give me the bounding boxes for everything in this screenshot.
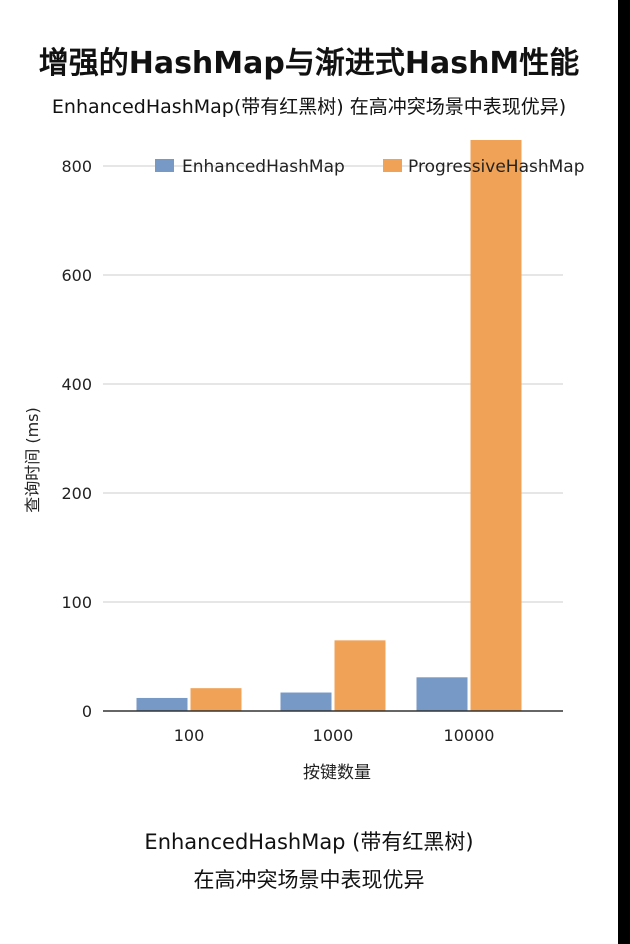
bar-enhanced-10000 <box>416 677 468 711</box>
x-axis-label: 按键数量 <box>303 763 371 783</box>
chart-title: 增强的HashMap与渐进式HashM性能 <box>38 46 580 81</box>
bar-chart: 0 100 200 400 600 800 100 1000 10000 EnhancedHa… <box>23 140 585 783</box>
chart-subtitle: EnhancedHashMap(带有红黑树) 在高冲突场景中表现优异) <box>51 96 567 118</box>
caption-line-1: EnhancedHashMap (带有红黑树) <box>144 830 474 854</box>
y-axis-label: 查询时间 (ms) <box>23 407 42 513</box>
legend-swatch-0 <box>155 159 174 172</box>
bar-progressive-100 <box>190 688 242 711</box>
caption-line-2: 在高冲突场景中表现优异 <box>193 868 425 892</box>
edge-strip <box>618 0 630 944</box>
legend: EnhancedHashMap ProgressiveHashMap <box>155 157 585 177</box>
y-tick-0: 0 <box>82 702 92 721</box>
y-tick-100: 100 <box>61 593 92 612</box>
y-tick-800: 800 <box>61 157 92 176</box>
legend-label-1: ProgressiveHashMap <box>408 157 585 177</box>
x-tick-labels: 100 1000 10000 <box>174 726 495 745</box>
y-tick-400: 400 <box>61 375 92 394</box>
x-tick-100: 100 <box>174 726 205 745</box>
bar-progressive-10000 <box>470 140 522 712</box>
y-tick-200: 200 <box>61 484 92 503</box>
legend-label-0: EnhancedHashMap <box>182 157 345 177</box>
bar-enhanced-1000 <box>280 692 332 711</box>
bar-progressive-1000 <box>334 640 386 711</box>
y-tick-600: 600 <box>61 266 92 285</box>
x-tick-1000: 1000 <box>313 726 354 745</box>
bars <box>136 140 522 712</box>
legend-swatch-1 <box>383 159 402 172</box>
bar-enhanced-100 <box>136 697 188 711</box>
y-tick-labels: 0 100 200 400 600 800 <box>61 157 92 721</box>
x-tick-10000: 10000 <box>444 726 495 745</box>
